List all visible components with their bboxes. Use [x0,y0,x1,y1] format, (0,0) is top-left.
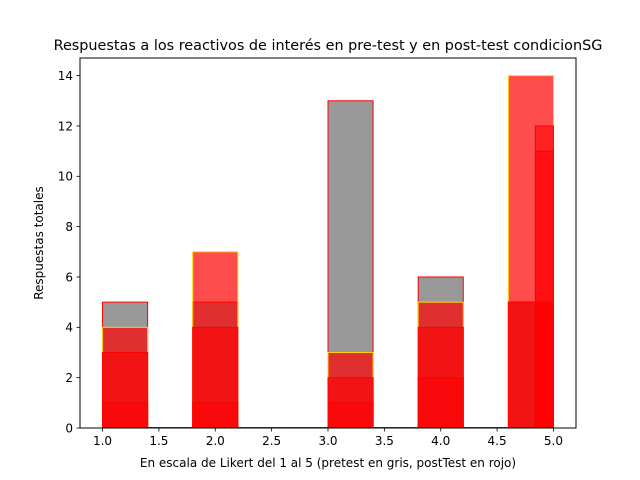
x-tick-label: 4.0 [431,434,450,448]
overlay-bar [192,402,239,429]
y-ticks: 0 2 4 6 8 10 12 14 [58,69,80,435]
x-tick-label: 3.5 [375,434,394,448]
y-tick-label: 2 [65,371,73,385]
y-tick-label: 12 [58,119,73,133]
overlay-bar [534,326,554,429]
y-tick-label: 4 [65,321,73,335]
x-axis-label: En escala de Likert del 1 al 5 (pretest … [140,456,516,470]
y-tick-label: 14 [58,69,73,83]
x-ticks: 1.0 1.5 2.0 2.5 3.0 3.5 4.0 4.5 5.0 [93,428,563,448]
overlay-bar [327,402,374,429]
y-tick-label: 6 [65,270,73,284]
overlay-bar [417,377,464,429]
y-tick-label: 0 [65,421,73,435]
x-tick-label: 2.0 [206,434,225,448]
x-tick-label: 4.5 [488,434,507,448]
y-tick-label: 10 [58,170,73,184]
x-tick-label: 1.5 [149,434,168,448]
y-axis-label: Respuestas totales [32,186,46,300]
x-tick-label: 3.0 [318,434,337,448]
chart-title: Respuestas a los reactivos de interés en… [54,38,603,54]
x-tick-label: 2.5 [262,434,281,448]
y-tick-label: 8 [65,220,73,234]
x-tick-label: 1.0 [93,434,112,448]
overlay-bar [102,402,149,429]
x-tick-label: 5.0 [544,434,563,448]
overlay-bars [102,125,554,429]
